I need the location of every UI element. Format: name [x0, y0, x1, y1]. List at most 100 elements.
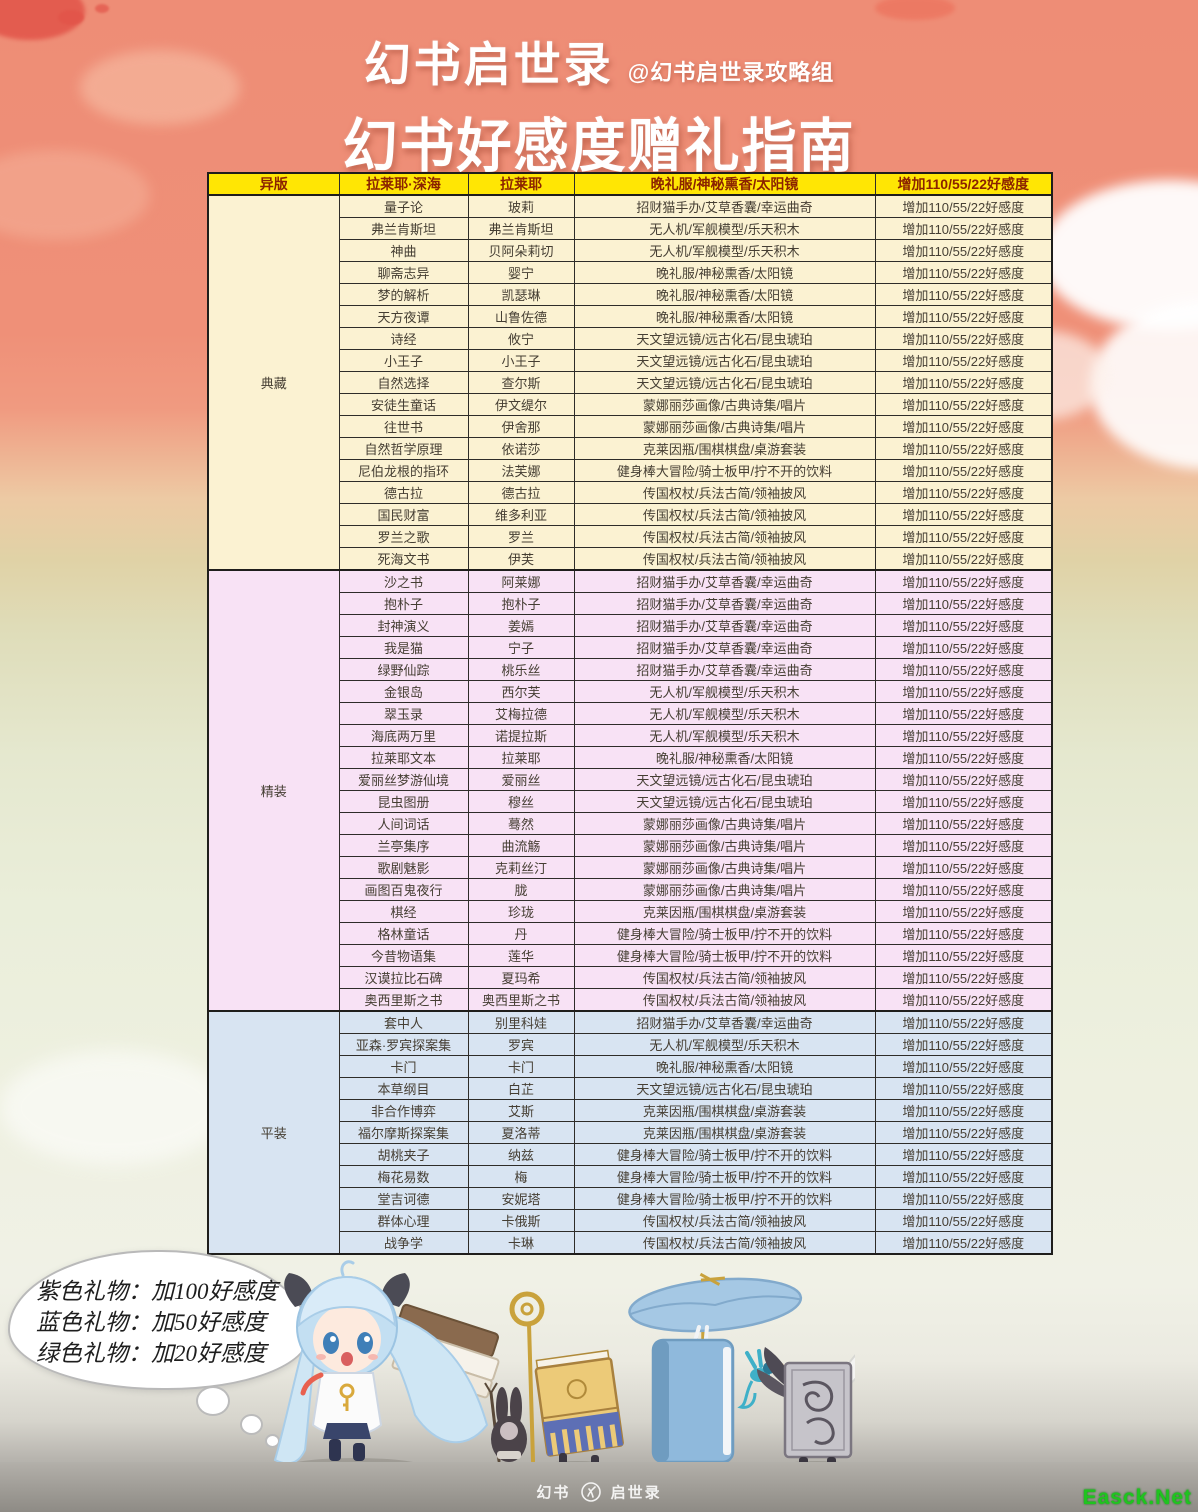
book-name: 自然哲学原理 — [338, 437, 469, 460]
favor-effect: 增加110/55/22好感度 — [874, 415, 1053, 438]
thought-bubble-tail — [240, 1414, 263, 1435]
guide-subtitle: 幻书好感度赠礼指南 — [342, 113, 856, 179]
gift-items: 克莱因瓶/围棋棋盘/桌游套装 — [573, 1099, 876, 1122]
character-name: 曲流觞 — [467, 834, 575, 857]
gift-items: 传国权杖/兵法古简/领袖披风 — [573, 966, 876, 989]
book-name: 绿野仙踪 — [338, 658, 469, 681]
footer-logo-right: 启世录 — [610, 1484, 662, 1502]
col-header-character: 拉莱耶 — [467, 172, 575, 196]
gift-items: 蒙娜丽莎画像/古典诗集/唱片 — [573, 878, 876, 901]
favor-effect: 增加110/55/22好感度 — [874, 636, 1053, 659]
table-row: 弗兰肯斯坦 弗兰肯斯坦 无人机/军舰模型/乐天积木 增加110/55/22好感度 — [208, 217, 1053, 240]
site-watermark: Easck.Net — [1082, 1486, 1192, 1509]
favor-effect: 增加110/55/22好感度 — [874, 194, 1053, 218]
character-name: 婴宁 — [467, 261, 575, 284]
book-name: 沙之书 — [338, 569, 469, 593]
book-name: 战争学 — [338, 1231, 469, 1255]
character-name: 白芷 — [467, 1077, 575, 1100]
book-name: 昆虫图册 — [338, 790, 469, 813]
gift-items: 蒙娜丽莎画像/古典诗集/唱片 — [573, 393, 876, 416]
favor-effect: 增加110/55/22好感度 — [874, 503, 1053, 526]
character-name: 罗宾 — [467, 1033, 575, 1056]
table-row: 爱丽丝梦游仙境 爱丽丝 天文望远镜/远古化石/昆虫琥珀 增加110/55/22好感度 — [208, 768, 1053, 791]
book-name: 棋经 — [338, 900, 469, 923]
gift-items: 招财猫手办/艾草香囊/幸运曲奇 — [573, 592, 876, 615]
book-name: 诗经 — [338, 327, 469, 350]
book-name: 亚森·罗宾探案集 — [338, 1033, 469, 1056]
favor-effect: 增加110/55/22好感度 — [874, 812, 1053, 835]
table-row: 今昔物语集 莲华 健身棒大冒险/骑士板甲/拧不开的饮料 增加110/55/22好感度 — [208, 944, 1053, 967]
table-row: 死海文书 伊芙 传国权杖/兵法古简/领袖披风 增加110/55/22好感度 — [208, 547, 1053, 571]
gift-items: 招财猫手办/艾草香囊/幸运曲奇 — [573, 194, 876, 218]
thought-bubble: 紫色礼物：加100好感度 蓝色礼物：加50好感度 绿色礼物：加20好感度 — [8, 1250, 310, 1390]
favor-effect: 增加110/55/22好感度 — [874, 327, 1053, 350]
gift-items: 克莱因瓶/围棋棋盘/桌游套装 — [573, 1121, 876, 1144]
favor-effect: 增加110/55/22好感度 — [874, 349, 1053, 372]
gift-items: 无人机/军舰模型/乐天积木 — [573, 239, 876, 262]
book-name: 套中人 — [338, 1010, 469, 1034]
gift-items: 无人机/军舰模型/乐天积木 — [573, 1033, 876, 1056]
gift-items: 无人机/军舰模型/乐天积木 — [573, 702, 876, 725]
gift-items: 传国权杖/兵法古简/领袖披风 — [573, 525, 876, 548]
character-name: 伊文缇尔 — [467, 393, 575, 416]
favor-effect: 增加110/55/22好感度 — [874, 1055, 1053, 1078]
table-row: 堂吉诃德 安妮塔 健身棒大冒险/骑士板甲/拧不开的饮料 增加110/55/22好感度 — [208, 1187, 1053, 1210]
bubble-line-blue: 蓝色礼物：加50好感度 — [36, 1310, 266, 1335]
character-name: 梅 — [467, 1165, 575, 1188]
gift-items: 晚礼服/神秘熏香/太阳镜 — [573, 746, 876, 769]
table-row: 聊斋志异 婴宁 晚礼服/神秘熏香/太阳镜 增加110/55/22好感度 — [208, 261, 1053, 284]
gift-items: 传国权杖/兵法古简/领袖披风 — [573, 1231, 876, 1255]
book-name: 格林童话 — [338, 922, 469, 945]
character-name: 安妮塔 — [467, 1187, 575, 1210]
gift-items: 蒙娜丽莎画像/古典诗集/唱片 — [573, 856, 876, 879]
gift-items: 健身棒大冒险/骑士板甲/拧不开的饮料 — [573, 944, 876, 967]
favor-effect: 增加110/55/22好感度 — [874, 1121, 1053, 1144]
table-row: 拉莱耶文本 拉莱耶 晚礼服/神秘熏香/太阳镜 增加110/55/22好感度 — [208, 746, 1053, 769]
book-name: 汉谟拉比石碑 — [338, 966, 469, 989]
character-name: 莲华 — [467, 944, 575, 967]
character-name: 奥西里斯之书 — [467, 988, 575, 1012]
table-row: 福尔摩斯探案集 夏洛蒂 克莱因瓶/围棋棋盘/桌游套装 增加110/55/22好感度 — [208, 1121, 1053, 1144]
gift-items: 晚礼服/神秘熏香/太阳镜 — [573, 305, 876, 328]
character-name: 夏玛希 — [467, 966, 575, 989]
character-name: 夏洛蒂 — [467, 1121, 575, 1144]
gift-items: 蒙娜丽莎画像/古典诗集/唱片 — [573, 812, 876, 835]
favor-effect: 增加110/55/22好感度 — [874, 1010, 1053, 1034]
table-row: 德古拉 德古拉 传国权杖/兵法古简/领袖披风 增加110/55/22好感度 — [208, 481, 1053, 504]
gift-items: 健身棒大冒险/骑士板甲/拧不开的饮料 — [573, 1187, 876, 1210]
gift-items: 无人机/军舰模型/乐天积木 — [573, 217, 876, 240]
favor-effect: 增加110/55/22好感度 — [874, 988, 1053, 1012]
favor-effect: 增加110/55/22好感度 — [874, 680, 1053, 703]
gift-items: 健身棒大冒险/骑士板甲/拧不开的饮料 — [573, 459, 876, 482]
golden-book-illustration — [509, 1291, 624, 1466]
character-name: 艾斯 — [467, 1099, 575, 1122]
favor-effect: 增加110/55/22好感度 — [874, 746, 1053, 769]
gift-items: 无人机/军舰模型/乐天积木 — [573, 724, 876, 747]
table-row: 典藏 量子论 玻莉 招财猫手办/艾草香囊/幸运曲奇 增加110/55/22好感度 — [207, 194, 1053, 571]
credit-handle: @幻书启世录攻略组 — [627, 60, 835, 85]
book-name: 福尔摩斯探案集 — [338, 1121, 469, 1144]
rabbit-illustration — [484, 1382, 527, 1463]
footer-logo-left: 幻书 — [536, 1484, 571, 1502]
table-row: 棋经 珍珑 克莱因瓶/围棋棋盘/桌游套装 增加110/55/22好感度 — [208, 900, 1053, 923]
cloud — [875, 0, 955, 20]
section-label: 典藏 — [207, 194, 340, 571]
favor-effect: 增加110/55/22好感度 — [874, 371, 1053, 394]
thought-bubble-tail — [196, 1386, 230, 1416]
character-name: 德古拉 — [467, 481, 575, 504]
character-name: 胧 — [467, 878, 575, 901]
character-name: 依诺莎 — [467, 437, 575, 460]
gift-items: 传国权杖/兵法古简/领袖披风 — [573, 547, 876, 571]
character-name: 西尔芙 — [467, 680, 575, 703]
book-name: 爱丽丝梦游仙境 — [338, 768, 469, 791]
favor-effect: 增加110/55/22好感度 — [874, 305, 1053, 328]
gift-items: 招财猫手办/艾草香囊/幸运曲奇 — [573, 636, 876, 659]
book-name: 海底两万里 — [338, 724, 469, 747]
character-name: 抱朴子 — [467, 592, 575, 615]
book-name: 人间词话 — [338, 812, 469, 835]
thought-bubble-tail — [265, 1434, 280, 1448]
book-name: 本草纲目 — [338, 1077, 469, 1100]
section-label: 精装 — [207, 569, 340, 1012]
character-name: 贝阿朵莉切 — [467, 239, 575, 262]
